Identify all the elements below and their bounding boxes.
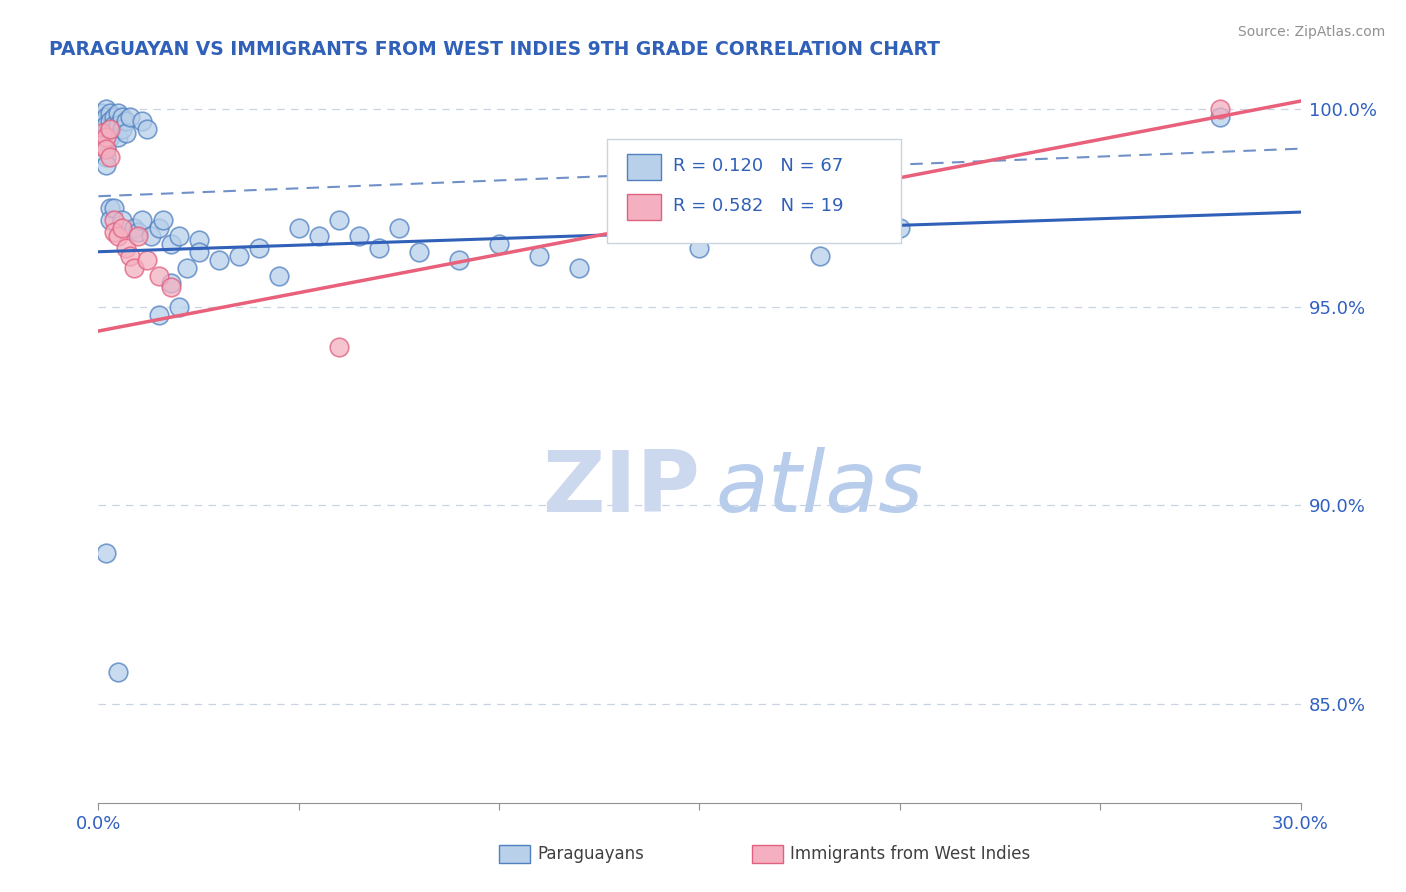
Point [120, 249, 142, 263]
Point [139, 228, 162, 243]
Point [100, 129, 122, 144]
Point [96, 150, 118, 164]
Point [111, 121, 134, 136]
Point [208, 252, 231, 267]
Bar [627, 154, 661, 180]
Point [91, 126, 114, 140]
Point [103, 201, 125, 215]
Point [135, 121, 157, 136]
Point [91, 121, 114, 136]
Point [1209, 110, 1232, 124]
Point [187, 233, 209, 247]
Point [328, 340, 350, 354]
Point [148, 221, 170, 235]
Point [159, 277, 181, 291]
Point [808, 249, 831, 263]
Point [128, 228, 150, 243]
Point [228, 249, 250, 263]
Point [120, 110, 142, 124]
Point [111, 221, 134, 235]
Point [267, 268, 290, 283]
Point [96, 142, 118, 156]
Point [288, 221, 311, 235]
Point [96, 126, 118, 140]
Point [128, 225, 150, 239]
Text: R = 0.582   N = 19: R = 0.582 N = 19 [673, 196, 844, 214]
Point [96, 118, 118, 132]
Point [167, 300, 190, 314]
Point [447, 252, 470, 267]
Point [91, 137, 114, 152]
Point [328, 213, 350, 227]
Text: Paraguayans: Paraguayans [537, 845, 644, 863]
Point [100, 121, 122, 136]
Point [91, 114, 114, 128]
Point [247, 241, 270, 255]
Point [124, 221, 146, 235]
Point [488, 236, 510, 251]
Point [115, 114, 138, 128]
Point [689, 241, 711, 255]
Point [115, 241, 138, 255]
Point [124, 260, 146, 275]
Point [107, 665, 129, 679]
Text: PARAGUAYAN VS IMMIGRANTS FROM WEST INDIES 9TH GRADE CORRELATION CHART: PARAGUAYAN VS IMMIGRANTS FROM WEST INDIE… [49, 40, 941, 59]
Point [308, 228, 330, 243]
Point [103, 118, 125, 132]
Point [91, 129, 114, 144]
Point [159, 280, 181, 294]
Point [96, 546, 118, 560]
Point [408, 244, 430, 259]
Point [388, 221, 411, 235]
Point [100, 121, 122, 136]
FancyBboxPatch shape [607, 139, 901, 243]
Point [152, 213, 174, 227]
Point [135, 252, 157, 267]
Point [115, 126, 138, 140]
Point [167, 228, 190, 243]
Point [159, 236, 181, 251]
Point [568, 260, 591, 275]
Point [176, 260, 198, 275]
Bar [627, 194, 661, 219]
Point [96, 102, 118, 116]
Point [96, 142, 118, 156]
Point [100, 150, 122, 164]
Point [347, 228, 370, 243]
Point [148, 268, 170, 283]
Text: atlas: atlas [716, 447, 924, 531]
Point [111, 110, 134, 124]
Point [96, 110, 118, 124]
Point [100, 213, 122, 227]
Point [107, 106, 129, 120]
Point [103, 110, 125, 124]
Text: Immigrants from West Indies: Immigrants from West Indies [790, 845, 1031, 863]
Text: Source: ZipAtlas.com: Source: ZipAtlas.com [1237, 25, 1385, 39]
Point [368, 241, 391, 255]
Point [187, 244, 209, 259]
Point [111, 213, 134, 227]
Point [103, 225, 125, 239]
Point [96, 134, 118, 148]
Point [889, 221, 911, 235]
Point [1209, 102, 1232, 116]
Point [529, 249, 551, 263]
Point [100, 114, 122, 128]
Text: R = 0.120   N = 67: R = 0.120 N = 67 [673, 157, 844, 175]
Point [131, 213, 153, 227]
Point [100, 106, 122, 120]
Point [96, 129, 118, 144]
Point [107, 118, 129, 132]
Point [96, 157, 118, 171]
Point [103, 213, 125, 227]
Point [131, 114, 153, 128]
Point [100, 201, 122, 215]
Text: ZIP: ZIP [543, 447, 700, 531]
Point [107, 228, 129, 243]
Point [91, 106, 114, 120]
Point [148, 308, 170, 322]
Point [107, 129, 129, 144]
